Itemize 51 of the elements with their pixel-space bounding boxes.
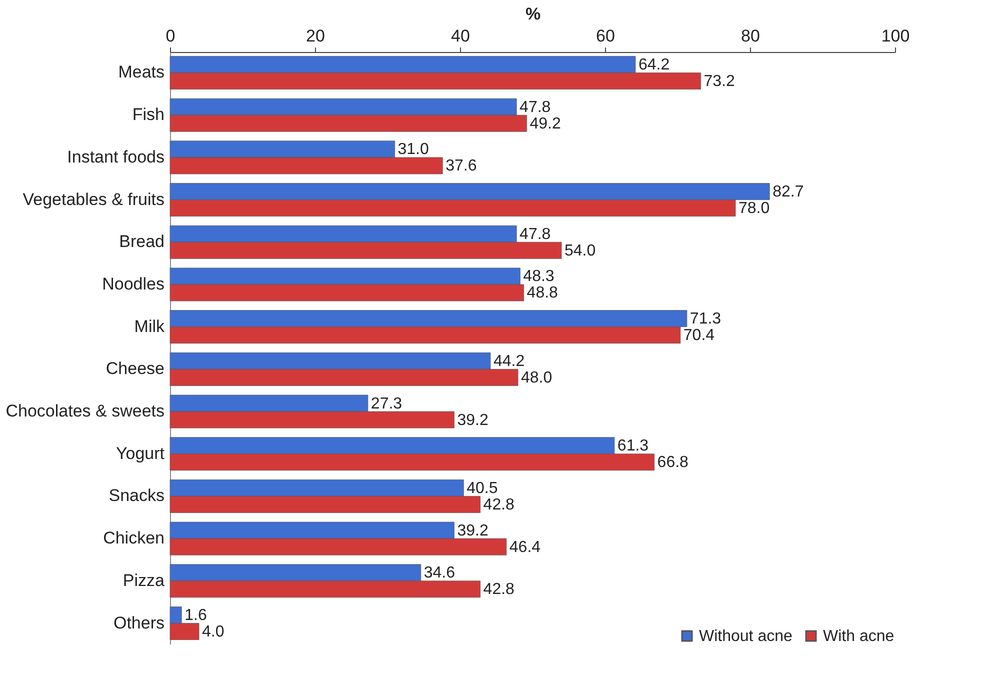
data-label: 40.5 <box>466 480 498 497</box>
data-label: 42.8 <box>483 581 515 598</box>
y-tick-label: Milk <box>134 316 165 336</box>
data-label: 42.8 <box>483 496 515 514</box>
y-tick-label: Fish <box>132 105 164 124</box>
data-label: 39.2 <box>457 522 488 540</box>
y-tick-label: Others <box>113 613 164 632</box>
y-tick-label: Bread <box>119 232 164 252</box>
data-label: 82.7 <box>772 184 804 201</box>
y-tick-label: Instant foods <box>67 147 164 166</box>
data-label: 39.2 <box>457 412 488 429</box>
x-tick-label: 40 <box>451 26 470 46</box>
data-label: 31.0 <box>398 141 429 158</box>
data-label: 48.0 <box>521 369 552 386</box>
data-label: 49.2 <box>530 115 561 132</box>
x-tick-label: 60 <box>596 26 615 46</box>
data-label: 73.2 <box>704 73 735 90</box>
y-tick-label: Vegetables & fruits <box>22 190 164 209</box>
y-tick-label: Chocolates & sweets <box>6 402 164 421</box>
data-label: 54.0 <box>564 242 596 260</box>
y-tick-label: Cheese <box>106 359 164 378</box>
legend-label: Without acne <box>699 628 792 645</box>
data-label: 61.3 <box>617 438 649 455</box>
data-label: 1.6 <box>184 606 207 624</box>
data-label: 46.4 <box>509 538 541 556</box>
data-label: 64.2 <box>638 56 670 74</box>
data-label: 48.3 <box>523 268 554 286</box>
y-tick-label: Yogurt <box>116 444 165 463</box>
data-label: 34.6 <box>424 564 456 582</box>
data-label: 66.8 <box>657 454 689 472</box>
y-tick-label: Pizza <box>122 570 166 590</box>
data-label: 71.3 <box>690 310 722 328</box>
data-label: 37.6 <box>446 158 477 175</box>
legend-label: With acne <box>823 628 894 645</box>
data-label: 48.8 <box>526 284 558 302</box>
x-tick-label: 100 <box>881 26 910 46</box>
x-tick-label: 80 <box>741 26 760 46</box>
x-axis-title: % <box>525 4 541 24</box>
data-label: 78.0 <box>738 200 770 218</box>
data-label: 70.4 <box>683 327 715 344</box>
data-label: 27.3 <box>370 395 402 412</box>
y-tick-label: Meats <box>118 62 164 82</box>
y-tick-label: Chicken <box>103 528 164 548</box>
data-label: 47.8 <box>520 98 551 116</box>
x-tick-label: 20 <box>306 26 325 46</box>
data-label: 4.0 <box>202 624 224 641</box>
x-tick-label: 0 <box>166 26 176 46</box>
y-tick-label: Snacks <box>108 486 164 506</box>
data-label: 47.8 <box>520 226 551 243</box>
y-tick-label: Noodles <box>102 274 164 294</box>
data-label: 44.2 <box>493 352 525 370</box>
